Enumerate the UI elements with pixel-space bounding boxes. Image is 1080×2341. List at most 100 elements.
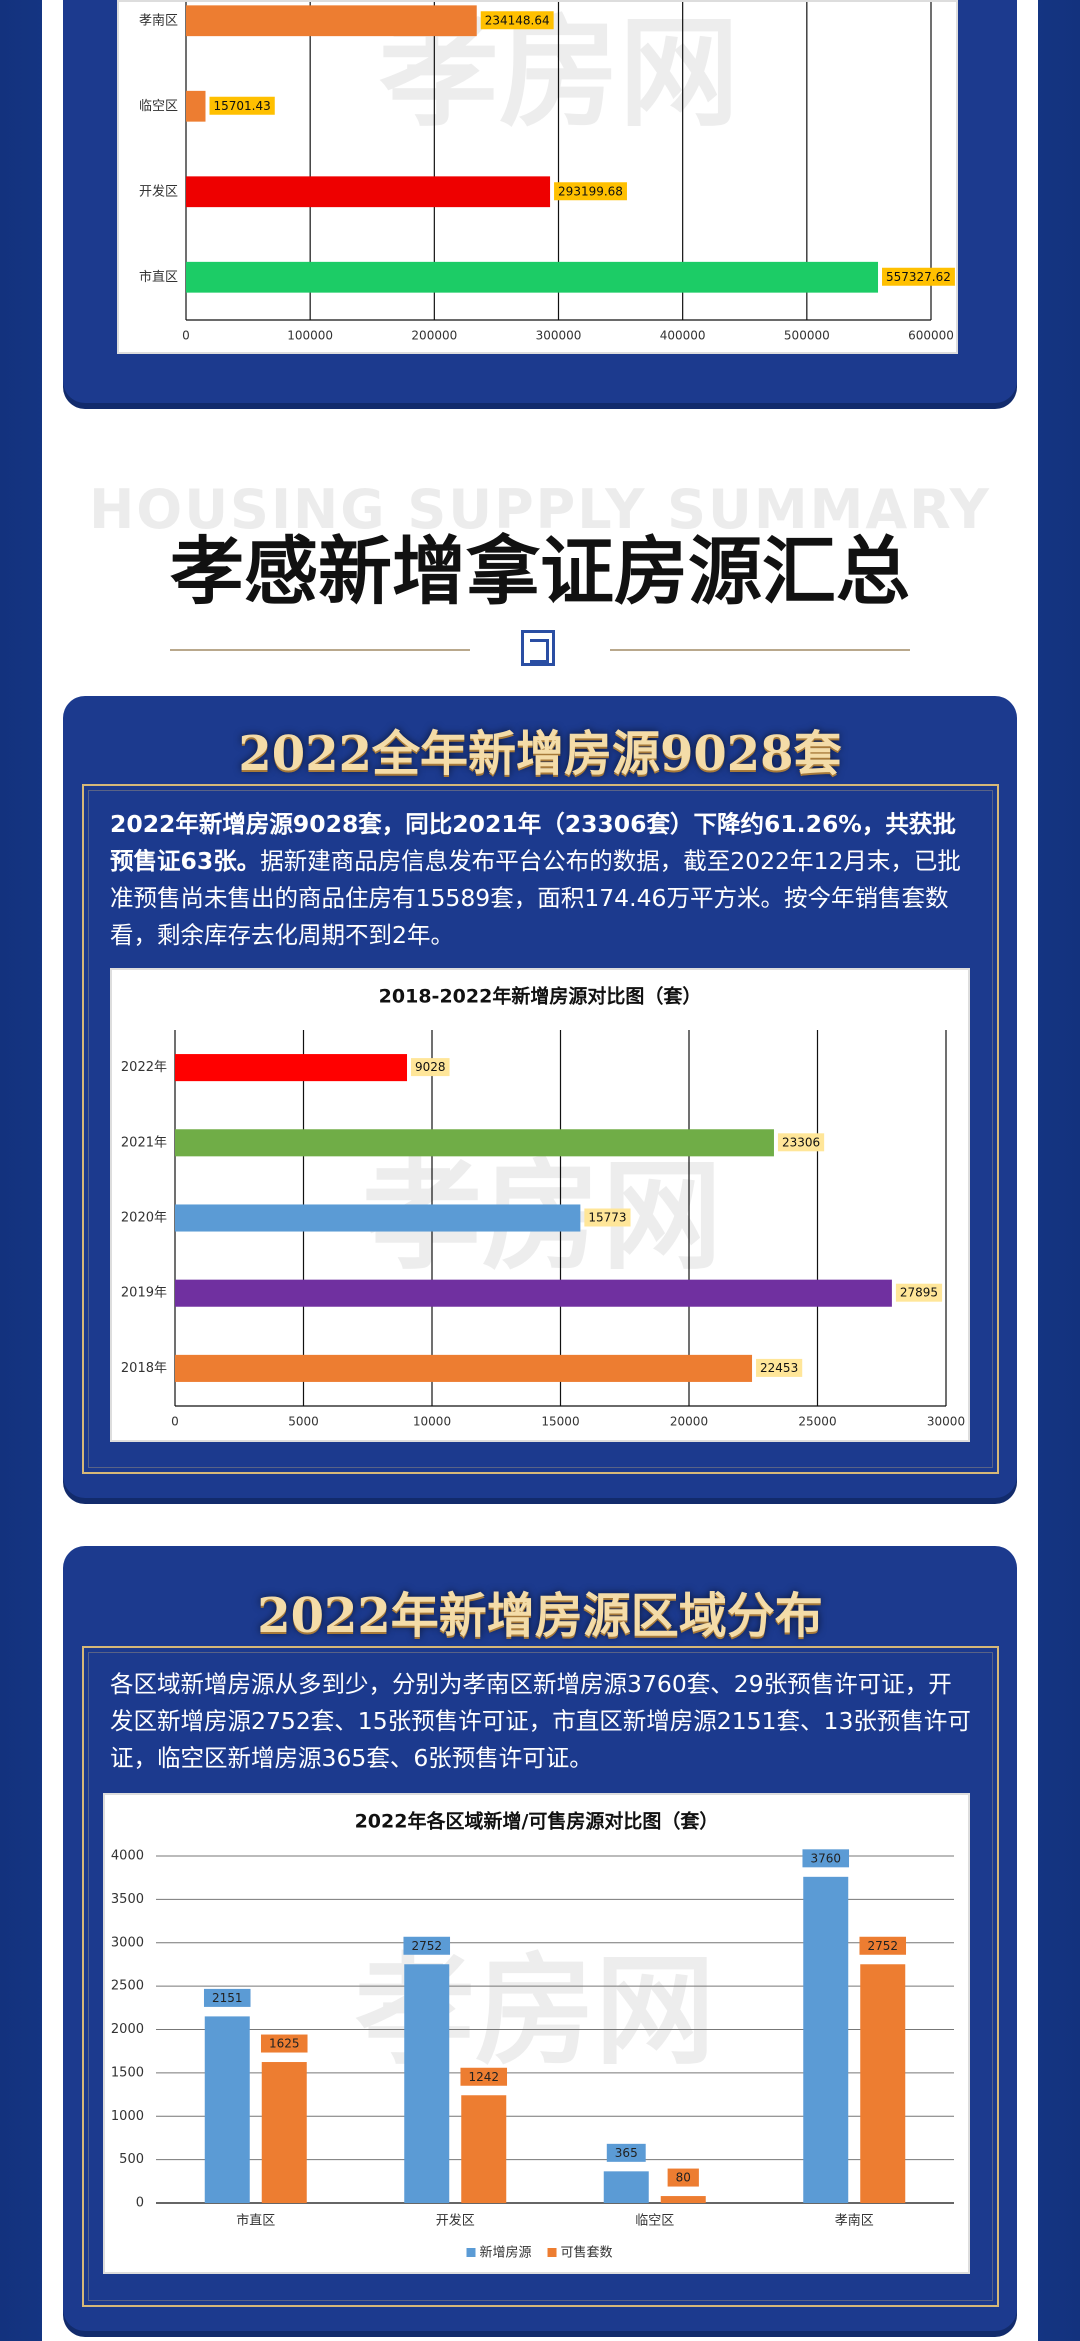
x-tick-label: 5000: [288, 1415, 319, 1429]
y-tick-label: 市直区: [139, 269, 178, 285]
data-label: 1625: [269, 2037, 300, 2051]
data-label-box: [895, 1283, 943, 1302]
legend-label: 可售套数: [561, 2245, 613, 2261]
paragraph-text: 据新建商品房信息发布平台公布的数据，截至2022年12月末，已批准预售尚未售出的…: [110, 847, 961, 949]
data-label-box: [554, 182, 627, 201]
chart-box: 孝房网 2018-2022年新增房源对比图（套） 0 5000 10000 15000 20…: [110, 968, 970, 1442]
y-tick-label: 2021年: [121, 1135, 167, 1150]
chart-title: 2018-2022年新增房源对比图（套）: [379, 985, 702, 1008]
chart-box: 孝房网 2022年各区域新增/可售房源对比图（套） 0 500 1000 1500 2000…: [103, 1793, 970, 2274]
bar: [186, 5, 477, 37]
y-tick-label: 1500: [111, 2065, 144, 2080]
y-tick-label: 3500: [111, 1892, 144, 1907]
bar: [186, 90, 206, 122]
bar: [175, 1204, 581, 1232]
section-title: 2022全年新增房源9028套: [238, 726, 842, 782]
y-tick-label: 3000: [111, 1935, 144, 1950]
x-tick-label: 0: [182, 329, 190, 343]
x-tick-label: 100000: [287, 329, 333, 343]
data-label: 2151: [212, 1991, 243, 2005]
x-tick-label: 200000: [411, 329, 457, 343]
data-label: 365: [615, 2146, 638, 2160]
data-label-box: [209, 96, 275, 115]
data-label: 15701.43: [213, 99, 270, 113]
data-label-box: [606, 2143, 646, 2162]
paragraph-bold: 2022年新增房源9028套，同比2021年（23306套）下降约61.26%，…: [110, 810, 956, 875]
x-tick-label: 30000: [927, 1415, 965, 1429]
data-label-box: [260, 2034, 308, 2053]
y-tick-label: 孝南区: [139, 12, 178, 28]
data-label: 1242: [468, 2070, 499, 2084]
y-tick-label: 500: [119, 2152, 144, 2167]
data-label-box: [802, 1849, 850, 1868]
y-tick-label: 2000: [111, 2022, 144, 2037]
bar: [175, 1054, 408, 1082]
y-tick-label: 开发区: [139, 183, 178, 199]
y-tick-label: 0: [136, 2196, 144, 2211]
x-tick-label: 20000: [670, 1415, 708, 1429]
x-tick-label: 400000: [660, 329, 706, 343]
y-tick-label: 2019年: [121, 1286, 167, 1301]
data-label-box: [859, 1936, 907, 1955]
card-frame: [82, 784, 999, 1474]
legend-label: 新增房源: [480, 2245, 532, 2261]
data-label: 293199.68: [558, 184, 623, 198]
x-tick-label: 600000: [908, 329, 954, 343]
data-label: 9028: [415, 1060, 446, 1074]
data-label-box: [777, 1133, 825, 1152]
data-label-box: [411, 1058, 450, 1077]
data-label-box: [667, 2168, 699, 2187]
x-tick-label: 25000: [798, 1415, 836, 1429]
paragraph: 2022年新增房源9028套，同比2021年（23306套）下降约61.26%，…: [110, 806, 972, 954]
bar: [404, 1964, 450, 2203]
bar: [204, 2016, 250, 2203]
bar: [461, 2095, 507, 2203]
x-tick-label: 10000: [413, 1415, 451, 1429]
data-label-box: [882, 267, 955, 286]
data-label: 80: [676, 2171, 691, 2185]
data-label-box: [480, 11, 554, 30]
data-label: 2752: [867, 1939, 898, 1953]
data-label: 2752: [411, 1939, 442, 1953]
y-tick-label: 1000: [111, 2109, 144, 2124]
legend-swatch: [547, 2248, 557, 2257]
data-label: 3760: [810, 1851, 841, 1865]
bar: [186, 176, 551, 208]
data-label-box: [460, 2067, 508, 2086]
y-tick-label: 2500: [111, 1979, 144, 1994]
bar: [803, 1876, 849, 2203]
x-tick-label: 300000: [536, 329, 582, 343]
x-tick-label: 市直区: [236, 2213, 275, 2229]
heading-title: 孝感新增拿证房源汇总: [170, 529, 910, 615]
x-tick-label: 500000: [784, 329, 830, 343]
paragraph: 各区域新增房源从多到少，分别为孝南区新增房源3760套、29张预售许可证，开发区…: [110, 1670, 971, 1772]
chart-box: 孝房网 0 100000 200000 300000 400000 500000 600000…: [117, 0, 958, 354]
x-tick-label: 0: [171, 1415, 179, 1429]
data-label-box: [756, 1358, 803, 1377]
bar: [603, 2171, 649, 2203]
bar: [175, 1279, 892, 1307]
bar: [186, 261, 879, 293]
card-frame: [82, 1646, 999, 2307]
y-tick-label: 2018年: [121, 1361, 167, 1376]
data-label: 22453: [760, 1361, 798, 1375]
x-tick-label: 开发区: [436, 2213, 475, 2229]
bar: [860, 1964, 906, 2203]
y-tick-label: 2020年: [121, 1211, 167, 1226]
y-tick-label: 4000: [111, 1849, 144, 1864]
x-tick-label: 15000: [541, 1415, 579, 1429]
bar: [175, 1354, 753, 1382]
section-title: 2022年新增房源区域分布: [257, 1588, 823, 1644]
divider-icon: [521, 630, 555, 666]
data-label-box: [203, 1988, 251, 2007]
bar: [660, 2196, 706, 2203]
data-label: 27895: [900, 1286, 938, 1300]
y-tick-label: 临空区: [139, 99, 178, 114]
data-label-box: [584, 1208, 631, 1227]
chart: 孝房网2022年各区域新增/可售房源对比图（套）0500100015002000…: [111, 1810, 954, 2261]
divider: [170, 649, 470, 651]
chart-title: 2022年各区域新增/可售房源对比图（套）: [355, 1810, 719, 1833]
